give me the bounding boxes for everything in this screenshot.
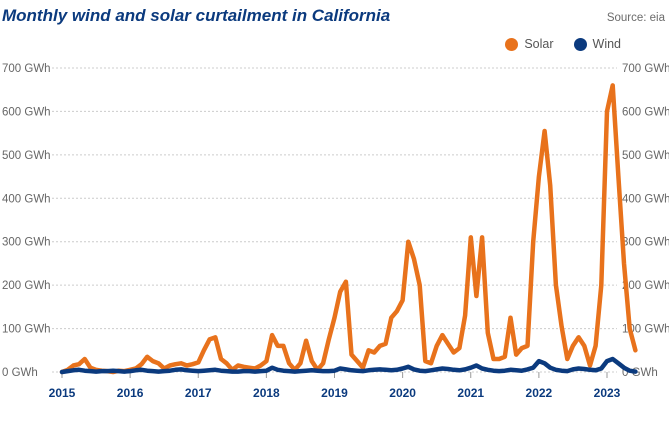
legend: Solar Wind [485,37,621,51]
y-tick-label-right: 700 GWh [622,63,669,75]
y-tick-label-right: 500 GWh [622,150,669,162]
legend-label-solar: Solar [524,37,554,51]
y-tick-label-right: 300 GWh [622,237,669,249]
legend-item-wind: Wind [573,37,621,51]
source-note: Source: eia [606,12,665,24]
y-tick-label-left: 500 GWh [2,150,51,162]
x-tick-label: 2020 [389,386,416,400]
x-axis: 2015 2016 2017 2018 2019 2020 2021 2022 2023 [49,372,621,400]
y-tick-label-left: 100 GWh [2,324,51,336]
legend-label-wind: Wind [592,37,621,51]
legend-item-solar: Solar [505,37,554,51]
y-tick-label-left: 0 GWh [2,367,38,379]
x-tick-label: 2017 [185,386,212,400]
x-tick-label: 2023 [594,386,621,400]
legend-marker-wind [573,37,587,51]
y-tick-label-left: 700 GWh [2,63,51,75]
chart-title: Monthly wind and solar curtailment in Ca… [2,6,391,25]
x-tick-label: 2016 [117,386,144,400]
y-tick-label-left: 600 GWh [2,106,51,118]
x-tick-label: 2018 [253,386,280,400]
x-tick-label: 2019 [321,386,348,400]
y-tick-label-right: 100 GWh [622,324,669,336]
y-tick-label-right: 600 GWh [622,106,669,118]
x-tick-label: 2021 [457,386,484,400]
y-tick-label-left: 300 GWh [2,237,51,249]
series-line-solar [59,83,638,375]
y-tick-label-left: 400 GWh [2,193,51,205]
legend-marker-solar [505,37,519,51]
y-axis-left: 0 GWh 100 GWh 200 GWh 300 GWh 400 GWh 500 GWh… [2,63,51,379]
x-tick-label: 2015 [49,386,76,400]
series-line-wind [59,356,638,375]
y-tick-label-left: 200 GWh [2,280,51,292]
y-tick-label-right: 200 GWh [622,280,669,292]
x-tick-label: 2022 [526,386,553,400]
series-lines [59,83,638,375]
y-tick-label-right: 400 GWh [622,193,669,205]
